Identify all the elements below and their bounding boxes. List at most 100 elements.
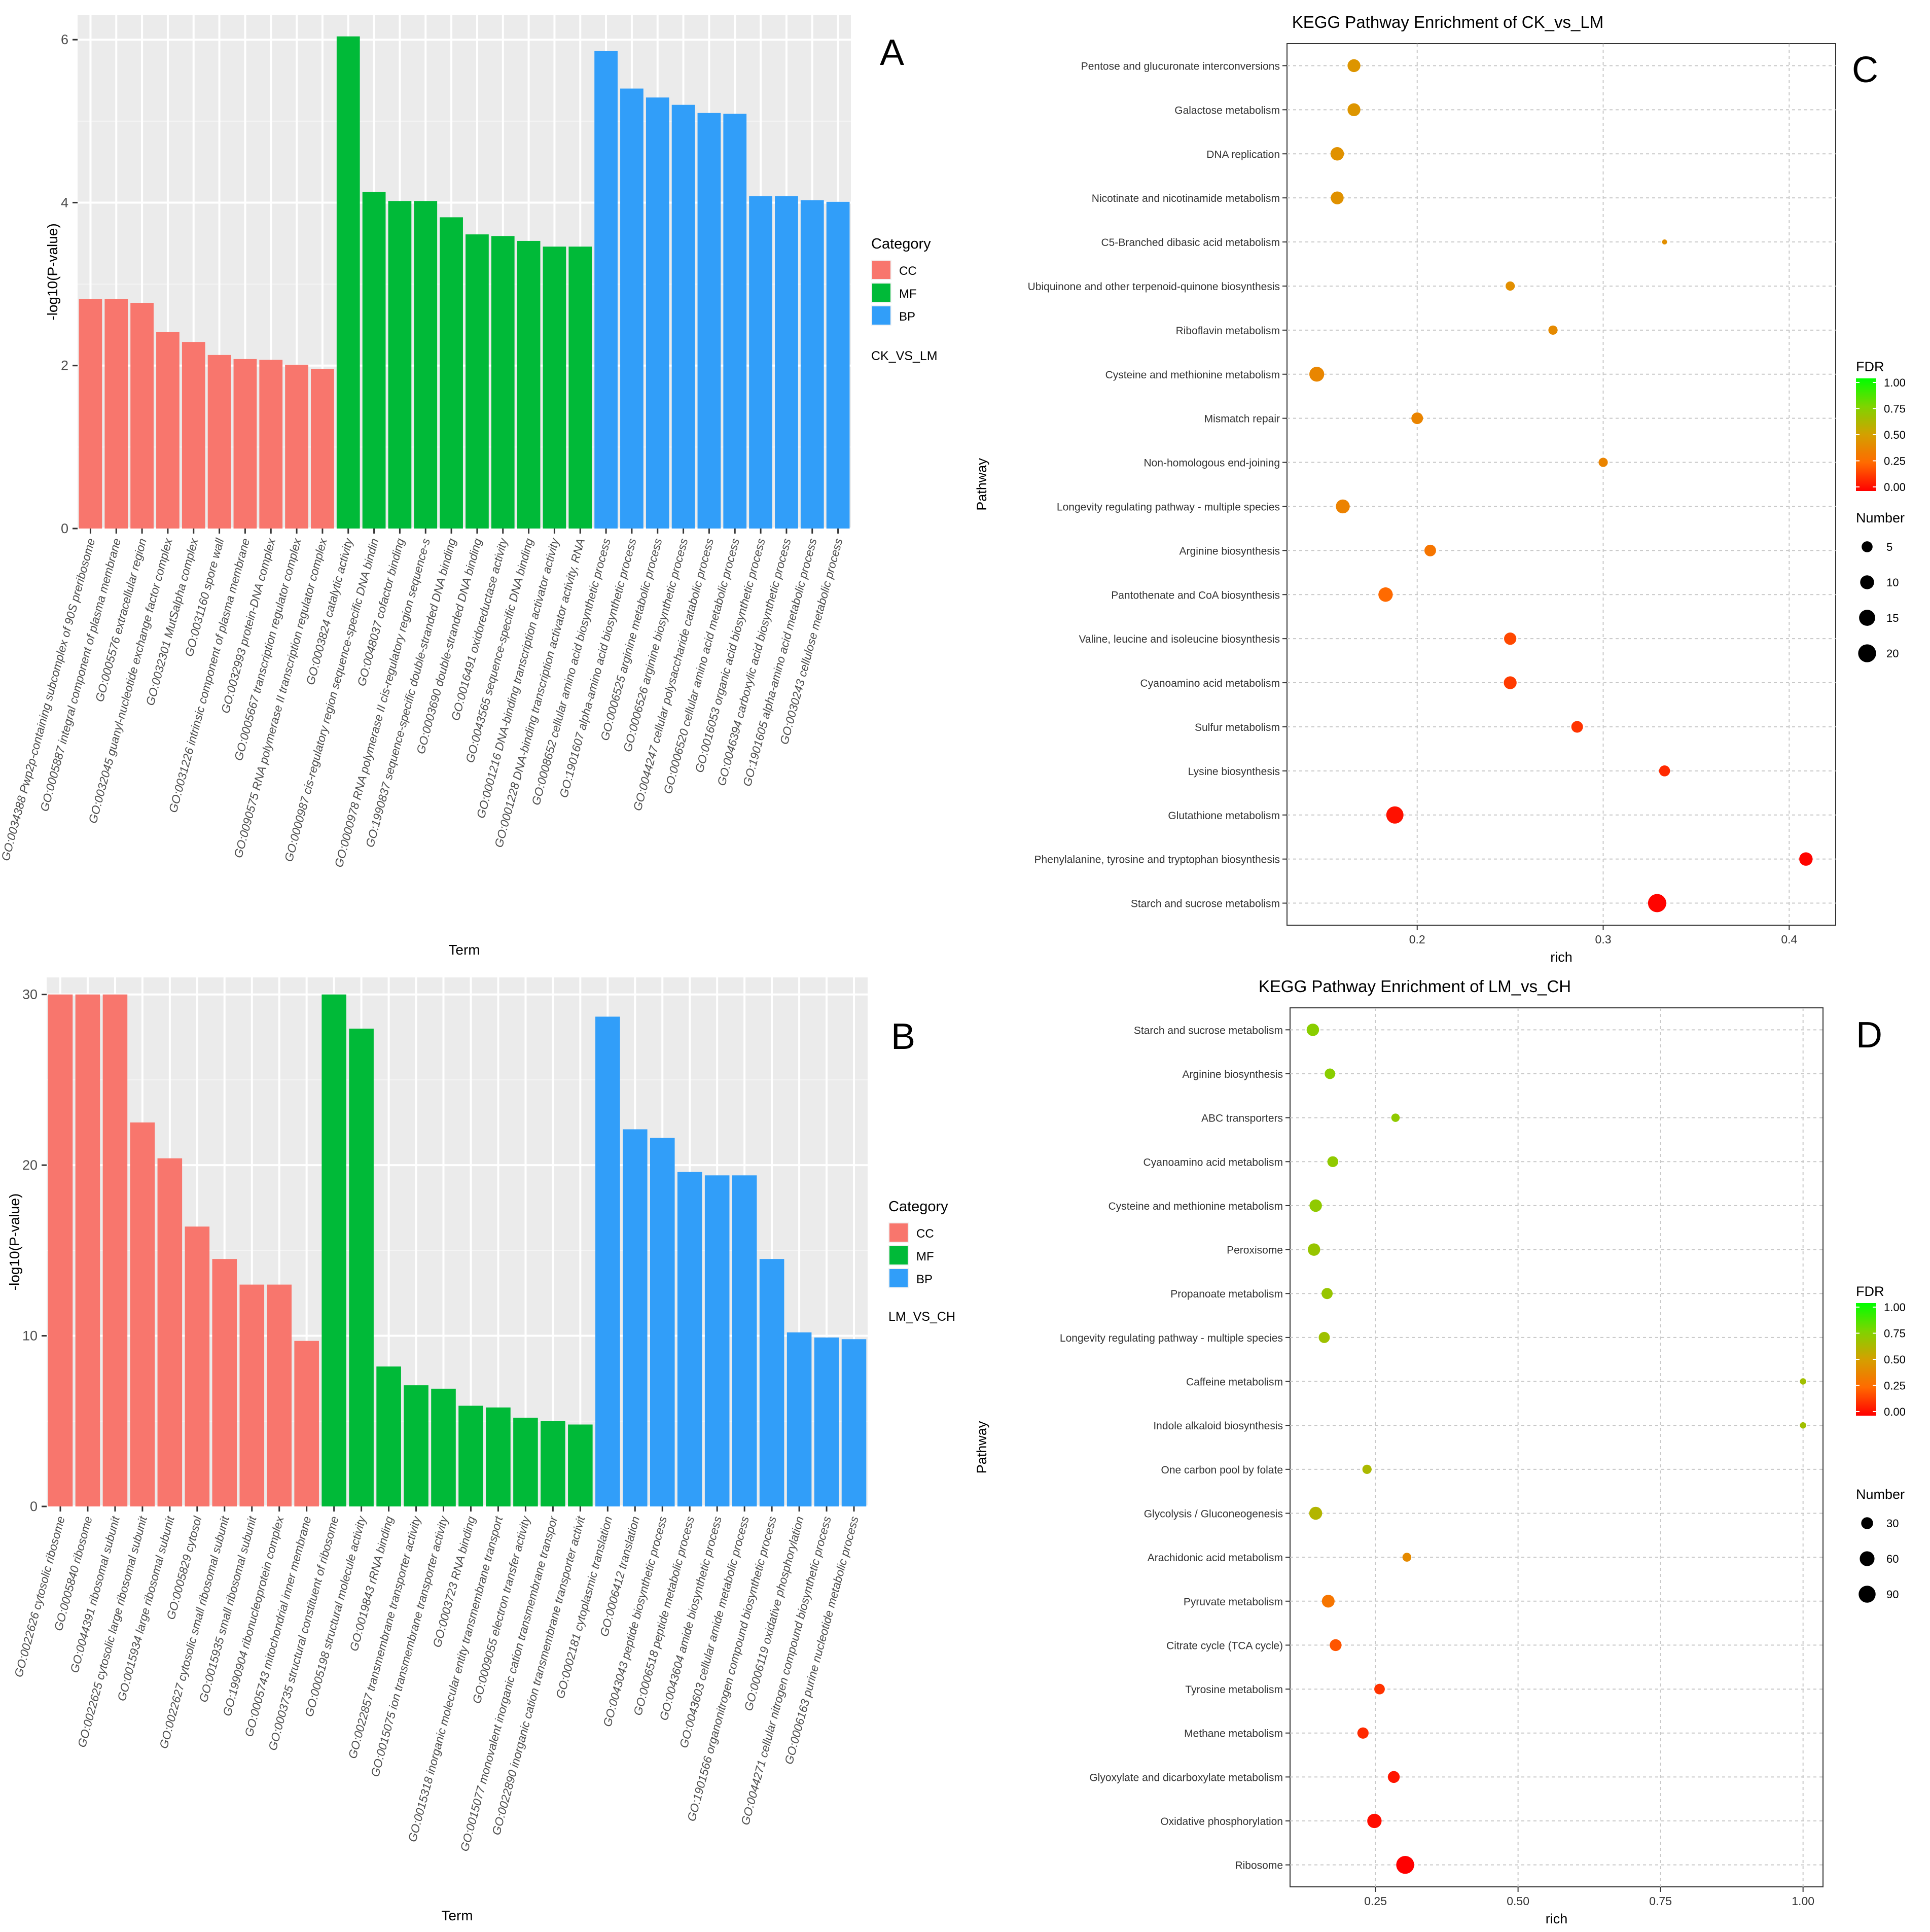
data-point xyxy=(1347,59,1361,73)
bar xyxy=(541,1421,565,1506)
y-tick-label: Pantothenate and CoA biosynthesis xyxy=(1111,589,1280,601)
data-point xyxy=(1357,1727,1369,1739)
y-tick-label: 2 xyxy=(61,358,68,373)
bar xyxy=(104,299,128,529)
y-tick-label: Cysteine and methionine metabolism xyxy=(1109,1201,1283,1212)
bar xyxy=(671,104,695,529)
data-point xyxy=(1325,1068,1336,1079)
bar xyxy=(814,1337,839,1506)
panel-c-kegg-dot-plot: 0.2 0.3 0.4 Pentose and glucuronate interco… xyxy=(974,13,1906,965)
legend-entry-label: MF xyxy=(916,1250,934,1263)
plot-panel xyxy=(1290,1007,1824,1887)
data-point xyxy=(1506,281,1515,291)
size-legend-title: Number xyxy=(1856,1487,1905,1502)
y-tick-label: Ribosome xyxy=(1235,1860,1283,1872)
data-point xyxy=(1307,1243,1320,1256)
x-tick-label: 0.25 xyxy=(1364,1894,1387,1908)
x-tick-label: 1.00 xyxy=(1792,1894,1814,1908)
bar xyxy=(620,88,644,529)
bar xyxy=(775,196,798,529)
y-tick-label: Starch and sucrose metabolism xyxy=(1131,898,1280,910)
bar xyxy=(440,217,463,529)
bar xyxy=(723,114,747,529)
color-legend-label: 0.75 xyxy=(1884,403,1906,415)
y-tick-label: Glutathione metabolism xyxy=(1168,810,1280,822)
data-point xyxy=(1386,806,1404,824)
y-tick-label: Galactose metabolism xyxy=(1174,104,1280,116)
size-legend-label: 30 xyxy=(1886,1517,1899,1530)
data-point xyxy=(1318,1331,1330,1343)
y-tick-label: Glyoxylate and dicarboxylate metabolism xyxy=(1089,1772,1283,1783)
data-point xyxy=(1800,1422,1806,1429)
bar xyxy=(704,1175,730,1506)
comparison-label: CK_VS_LM xyxy=(871,349,938,363)
data-point xyxy=(1306,1024,1319,1036)
x-tick-label: 0.4 xyxy=(1781,933,1797,946)
bar xyxy=(182,342,205,529)
y-tick-label: One carbon pool by folate xyxy=(1161,1464,1283,1476)
bar xyxy=(79,299,102,529)
y-tick-label: Tyrosine metabolism xyxy=(1185,1684,1283,1696)
bar xyxy=(697,113,721,529)
color-legend-title: FDR xyxy=(1856,1284,1884,1299)
size-legend-label: 90 xyxy=(1886,1588,1899,1601)
y-tick-label: 10 xyxy=(22,1328,38,1344)
data-point xyxy=(1378,587,1393,602)
y-tick-label: 4 xyxy=(61,195,68,210)
bar xyxy=(513,1418,538,1506)
color-legend-label: 0.75 xyxy=(1884,1327,1906,1340)
legend-entry-label: MF xyxy=(899,287,917,301)
x-axis-title: Term xyxy=(441,1908,473,1923)
plot-background xyxy=(78,15,851,529)
bar xyxy=(185,1226,210,1506)
bar xyxy=(267,1284,292,1506)
plot-background xyxy=(47,977,868,1506)
y-tick-label: Oxidative phosphorylation xyxy=(1160,1816,1283,1828)
x-axis-title: Term xyxy=(448,942,480,958)
size-legend-dot xyxy=(1862,541,1873,552)
size-legend-dot xyxy=(1860,575,1874,589)
y-tick-label: C5-Branched dibasic acid metabolism xyxy=(1101,237,1280,249)
size-legend-label: 20 xyxy=(1886,647,1899,660)
bar xyxy=(212,1259,237,1506)
comparison-label: LM_VS_CH xyxy=(888,1310,955,1324)
bar xyxy=(677,1172,702,1506)
data-point xyxy=(1327,1156,1339,1167)
bar xyxy=(233,359,257,529)
data-point xyxy=(1347,103,1361,117)
data-point xyxy=(1659,765,1670,777)
y-tick-label: DNA replication xyxy=(1206,149,1280,160)
bar xyxy=(311,369,334,529)
x-tick-label: 0.2 xyxy=(1409,933,1425,946)
bar xyxy=(486,1407,511,1506)
data-point xyxy=(1799,852,1813,866)
y-tick-label: Longevity regulating pathway - multiple … xyxy=(1057,501,1280,513)
legend-title: Category xyxy=(888,1199,948,1215)
x-axis-title: rich xyxy=(1546,1911,1568,1926)
x-tick-label: GO:0022626 cytosolic ribosome xyxy=(12,1515,67,1679)
y-tick-label: 30 xyxy=(22,987,38,1002)
bar xyxy=(800,200,824,529)
y-tick-label: Pyruvate metabolism xyxy=(1184,1596,1283,1608)
legend-key-swatch xyxy=(872,261,890,279)
data-point xyxy=(1648,894,1666,912)
legend-entry-label: BP xyxy=(899,310,915,324)
color-legend-label: 0.25 xyxy=(1884,1380,1906,1392)
y-tick-label: Arachidonic acid metabolism xyxy=(1148,1552,1283,1564)
bar xyxy=(321,994,346,1506)
bar xyxy=(130,1122,155,1506)
data-point xyxy=(1367,1813,1382,1829)
color-legend-label: 1.00 xyxy=(1884,1301,1906,1314)
bar xyxy=(732,1175,757,1506)
y-tick-label: Caffeine metabolism xyxy=(1186,1377,1283,1388)
data-point xyxy=(1424,544,1436,556)
size-legend-label: 5 xyxy=(1886,541,1892,553)
color-legend-label: 0.00 xyxy=(1884,481,1906,494)
x-tick-label: 0.3 xyxy=(1595,933,1612,946)
y-tick-label: 20 xyxy=(22,1157,38,1173)
bar xyxy=(285,365,308,529)
y-axis-title: Pathway xyxy=(974,1421,989,1473)
bar xyxy=(826,201,850,529)
bar xyxy=(376,1366,401,1506)
bar xyxy=(362,192,386,529)
